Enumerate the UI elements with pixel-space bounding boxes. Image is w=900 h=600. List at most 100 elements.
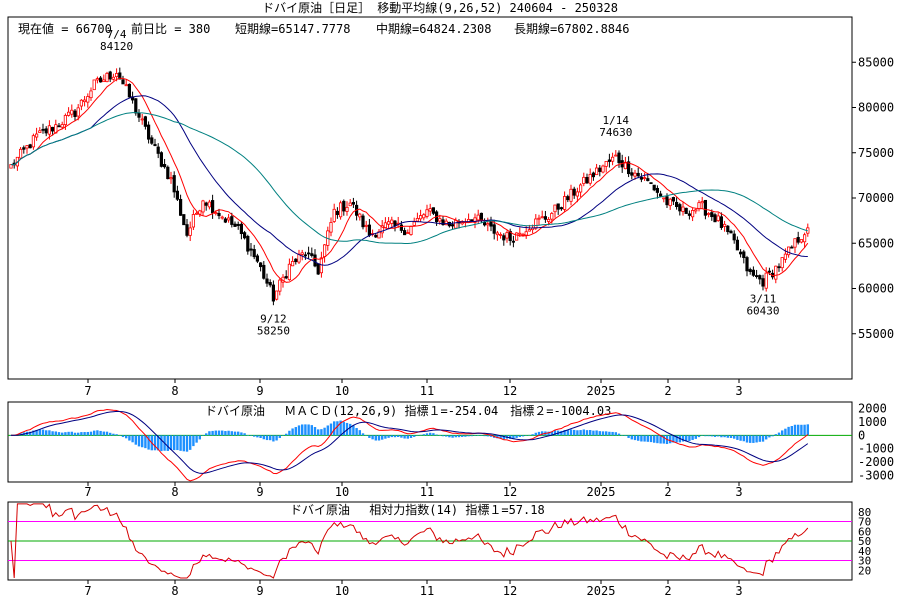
candle-body <box>498 234 503 236</box>
macd-bar <box>221 430 224 436</box>
long-ma-value: 長期線=67802.8846 <box>514 21 629 36</box>
candle-body <box>287 263 292 281</box>
macd-bar <box>496 435 499 439</box>
macd-bar <box>569 429 573 436</box>
candle-body <box>710 212 714 218</box>
candle-body <box>335 210 340 216</box>
candle-body <box>550 213 554 220</box>
macd-bar <box>621 435 624 436</box>
macd-bar <box>349 423 352 436</box>
candle-body <box>361 215 365 228</box>
macd-bar <box>227 430 230 436</box>
macd-bar <box>73 432 77 436</box>
candle-body <box>444 220 448 226</box>
macd-bar <box>371 435 374 440</box>
x-tick-label: 9 <box>256 384 263 398</box>
candle-body <box>73 110 77 117</box>
macd-bar <box>637 435 640 441</box>
candle-body <box>306 252 311 255</box>
candle-body <box>607 159 612 162</box>
x-tick-label: 3 <box>735 584 742 598</box>
macd-bar <box>182 435 185 452</box>
candle-body <box>489 221 493 227</box>
x-tick-label: 2 <box>664 384 671 398</box>
macd-bar <box>51 431 54 436</box>
macd-bar <box>566 430 569 436</box>
x-tick-label: 10 <box>335 384 349 398</box>
candle-body <box>83 99 87 103</box>
annotation-date: 3/11 <box>750 293 777 306</box>
macd-bar <box>406 435 409 439</box>
candle-body <box>294 258 298 263</box>
candle-body <box>729 230 733 234</box>
candle-body <box>527 229 532 232</box>
y-tick-label: 65000 <box>858 236 894 250</box>
chart-title: ドバイ原油［日足］ 移動平均線(9,26,52) 240604 - 250328 <box>262 0 618 15</box>
macd-bar <box>153 435 157 451</box>
candle-body <box>681 206 685 212</box>
candle-body <box>678 204 682 212</box>
candle-body <box>140 118 144 121</box>
macd-bar <box>83 432 86 436</box>
macd-bar <box>701 435 704 436</box>
candle-body <box>611 156 615 162</box>
candle-body <box>191 214 195 228</box>
candle-body <box>521 234 525 236</box>
macd-bar <box>297 425 301 436</box>
macd-bar <box>720 435 723 438</box>
macd-bar <box>217 430 221 436</box>
x-tick-label: 9 <box>256 584 263 598</box>
macd-bar <box>377 435 381 441</box>
candle-body <box>57 125 61 128</box>
candle-body <box>694 209 698 212</box>
macd-bar <box>269 435 272 441</box>
macd-bar <box>761 435 765 442</box>
macd-bar <box>803 424 806 436</box>
candle-body <box>329 222 333 233</box>
rsi-y-tick-label: 30 <box>858 555 871 568</box>
y-tick-label: 75000 <box>858 146 894 160</box>
candle-body <box>569 188 573 202</box>
macd-bar <box>387 435 390 438</box>
macd-bar <box>29 431 32 436</box>
candle-body <box>310 253 314 256</box>
macd-bar <box>691 435 694 440</box>
x-tick-label: 8 <box>171 485 178 499</box>
candle-body <box>748 269 752 272</box>
candle-body <box>332 208 336 222</box>
macd-bar <box>486 435 489 437</box>
macd-bar <box>333 421 336 436</box>
candle-body <box>441 219 445 226</box>
candle-body <box>44 128 48 134</box>
macd-bar <box>320 429 323 436</box>
macd-bar <box>649 435 653 443</box>
macd-bar <box>294 427 297 436</box>
y-tick-label: 80000 <box>858 101 894 115</box>
candle-body <box>290 261 295 267</box>
rsi-x-axis: 7 8 9 10 11 12 2025 2 3 <box>84 580 743 598</box>
macd-bar <box>310 425 313 436</box>
candle-body <box>210 200 215 214</box>
macd-bar <box>685 435 688 442</box>
candle-body <box>67 111 71 116</box>
macd-bar <box>480 435 483 436</box>
macd-bar <box>464 435 467 437</box>
macd-bar <box>189 435 192 450</box>
macd-bar <box>285 433 288 436</box>
candle-body <box>761 278 765 287</box>
macd-bar <box>781 430 784 436</box>
candle-body <box>572 188 576 196</box>
macd-bar <box>806 424 809 436</box>
macd-y-tick-label: 2000 <box>858 402 887 416</box>
macd-bar <box>275 435 278 441</box>
macd-bar <box>96 430 99 436</box>
candle-body <box>153 144 157 147</box>
macd-bar <box>237 431 240 436</box>
macd-bar <box>323 427 326 436</box>
candle-body <box>780 257 784 269</box>
candle-body <box>803 234 807 243</box>
macd-bar <box>656 435 659 444</box>
x-tick-label: 2 <box>664 584 671 598</box>
macd-bar <box>288 430 291 436</box>
candle-body <box>406 232 410 234</box>
